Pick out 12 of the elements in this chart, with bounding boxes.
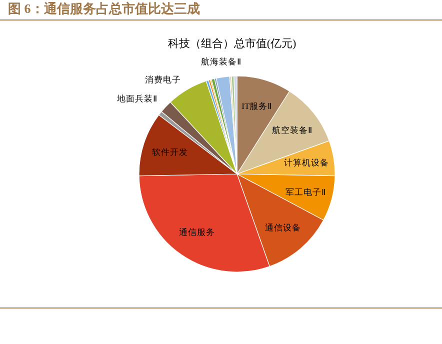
- slice-label: 航海装备Ⅱ: [201, 56, 242, 66]
- slice-label: 军工电子Ⅱ: [285, 186, 326, 197]
- slice-label: 通信服务: [178, 226, 215, 237]
- chart-title: 图 6：通信服务占总市值比达三成: [8, 1, 200, 16]
- slice-label: 消费电子: [145, 74, 182, 85]
- chart-subtitle: 科技（组合）总市值(亿元): [168, 37, 296, 50]
- slice-label: 航空装备Ⅱ: [272, 124, 312, 135]
- slice-label: 地面兵装Ⅱ: [116, 94, 158, 104]
- slice-label: 计算机设备: [284, 158, 330, 168]
- slice-label: 通信设备: [264, 222, 301, 233]
- slice-label: IT服务Ⅱ: [242, 101, 272, 112]
- slice-label: 软件开发: [152, 147, 188, 158]
